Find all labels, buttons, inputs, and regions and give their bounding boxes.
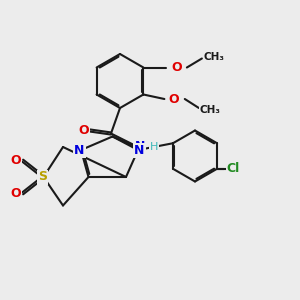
Text: N: N: [134, 143, 145, 157]
Text: N: N: [135, 140, 145, 154]
Text: O: O: [78, 124, 89, 137]
Text: H: H: [150, 142, 158, 152]
Text: N: N: [74, 143, 85, 157]
Text: CH₃: CH₃: [200, 105, 220, 116]
Text: O: O: [11, 154, 21, 167]
Text: O: O: [169, 92, 179, 106]
Text: O: O: [11, 187, 21, 200]
Text: O: O: [171, 61, 182, 74]
Text: CH₃: CH₃: [203, 52, 224, 62]
Text: S: S: [38, 170, 47, 184]
Text: Cl: Cl: [227, 162, 240, 175]
